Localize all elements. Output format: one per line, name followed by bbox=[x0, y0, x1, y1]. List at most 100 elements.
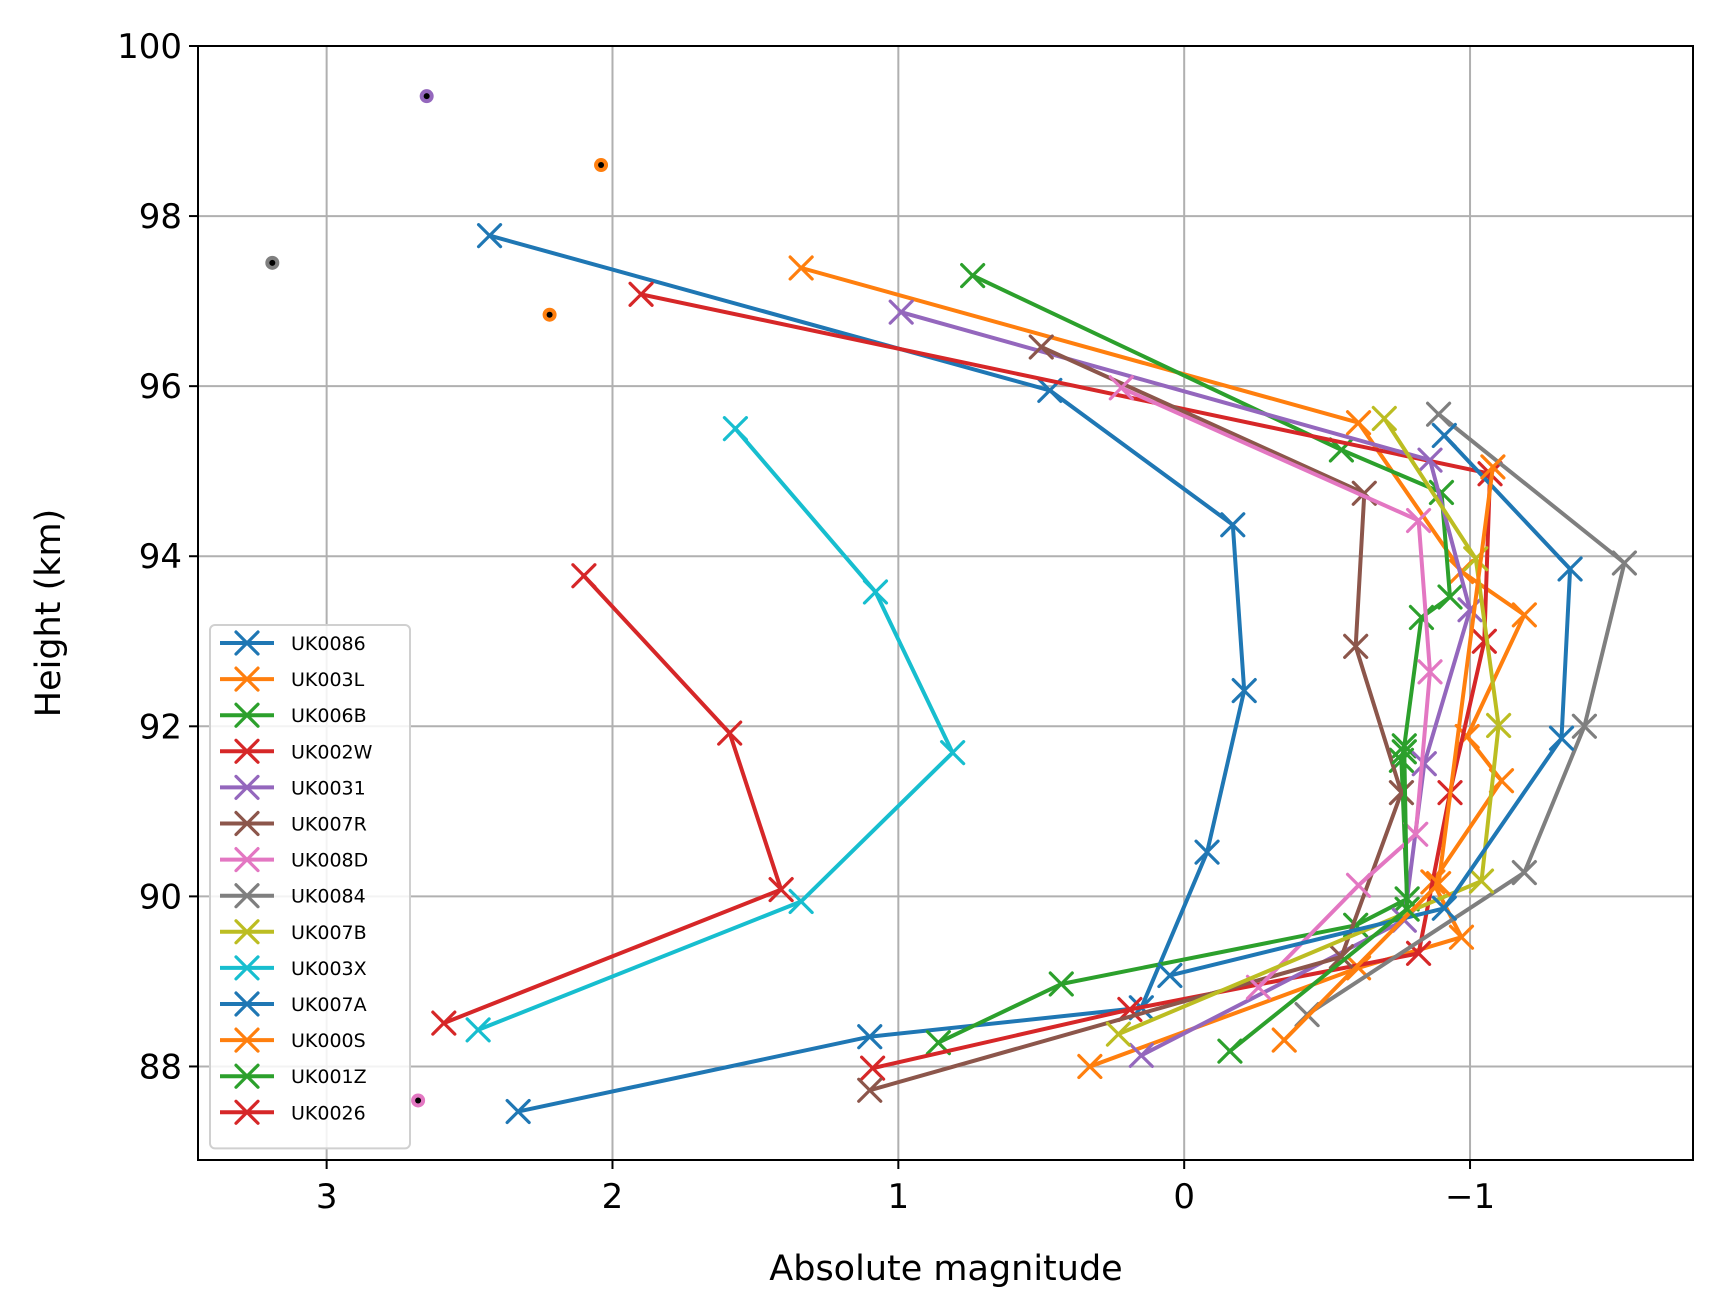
legend-entry: UK008D bbox=[220, 846, 368, 873]
data-point bbox=[1428, 479, 1455, 506]
data-point bbox=[1217, 1038, 1243, 1064]
data-point bbox=[1048, 971, 1074, 997]
legend-entry: UK002W bbox=[220, 738, 373, 764]
legend-entry: UK0026 bbox=[220, 1099, 366, 1125]
legend-label: UK008D bbox=[291, 850, 368, 872]
data-point bbox=[1128, 1042, 1154, 1069]
legend-marker bbox=[234, 738, 260, 764]
isolated-point-center bbox=[598, 162, 605, 169]
data-point bbox=[1271, 1027, 1297, 1053]
data-point bbox=[1480, 454, 1506, 480]
x-tick-label: 0 bbox=[1173, 1177, 1195, 1217]
data-point bbox=[1417, 447, 1443, 473]
data-point bbox=[1511, 859, 1537, 886]
data-point bbox=[628, 281, 654, 307]
y-tick-label: 88 bbox=[139, 1047, 182, 1087]
data-point bbox=[1471, 628, 1497, 654]
data-point bbox=[1328, 944, 1355, 970]
data-point bbox=[1511, 602, 1537, 628]
data-point bbox=[1437, 584, 1463, 610]
data-point bbox=[717, 720, 743, 746]
series-line-uk002w bbox=[638, 291, 1492, 1071]
data-point bbox=[1194, 839, 1220, 865]
data-point bbox=[1105, 1021, 1132, 1047]
data-point bbox=[1425, 871, 1452, 897]
data-point bbox=[1371, 405, 1397, 432]
data-point bbox=[1231, 677, 1257, 704]
data-point bbox=[722, 416, 748, 442]
legend-marker bbox=[234, 666, 260, 692]
y-tick-label: 100 bbox=[117, 27, 182, 67]
data-point bbox=[1405, 507, 1432, 534]
data-point bbox=[1548, 725, 1575, 751]
data-point bbox=[857, 1077, 883, 1103]
legend-marker bbox=[234, 810, 260, 837]
data-point bbox=[940, 740, 966, 766]
data-point bbox=[1611, 550, 1637, 576]
legend-marker bbox=[234, 1063, 260, 1089]
axes: 3 2 1 0 −1 88 90 92 94 96 98 100 bbox=[117, 27, 1694, 1217]
data-point bbox=[1220, 512, 1246, 538]
data-point bbox=[1077, 1053, 1103, 1080]
data-point bbox=[1431, 895, 1457, 921]
series-line-uk0086 bbox=[487, 233, 1247, 1114]
data-point bbox=[860, 1055, 886, 1081]
data-point bbox=[788, 888, 814, 915]
legend-marker bbox=[234, 883, 260, 909]
data-point bbox=[768, 876, 794, 903]
series-line-uk003l bbox=[798, 265, 1527, 1070]
legend-marker bbox=[234, 702, 260, 728]
data-point bbox=[1028, 334, 1054, 360]
series-line-uk007a bbox=[1167, 432, 1573, 978]
legend-marker bbox=[234, 955, 260, 981]
data-point bbox=[1388, 780, 1415, 806]
data-point bbox=[1157, 962, 1183, 989]
legend-marker bbox=[234, 991, 260, 1017]
isolated-point-center bbox=[423, 93, 430, 100]
data-point bbox=[1486, 712, 1512, 739]
data-point bbox=[1408, 604, 1435, 631]
data-point bbox=[1394, 896, 1420, 922]
legend-label: UK002W bbox=[291, 741, 373, 763]
legend-marker bbox=[234, 919, 260, 945]
legend-entry: UK0086 bbox=[220, 630, 366, 656]
y-tick-label: 90 bbox=[139, 877, 182, 917]
series-line-uk0026 bbox=[441, 572, 784, 1026]
data-point bbox=[857, 1024, 883, 1050]
data-point bbox=[1411, 751, 1437, 777]
legend-label: UK0026 bbox=[291, 1102, 366, 1124]
data-point bbox=[571, 563, 597, 589]
data-point bbox=[1425, 401, 1452, 427]
data-point bbox=[1468, 868, 1495, 894]
y-tick-label: 92 bbox=[139, 707, 182, 747]
legend-label: UK003X bbox=[291, 958, 367, 980]
legend-entry: UK003L bbox=[220, 666, 365, 692]
data-point bbox=[1557, 556, 1583, 582]
legend-marker bbox=[234, 1027, 260, 1053]
data-point bbox=[1391, 733, 1417, 759]
isolated-point-center bbox=[546, 311, 553, 318]
legend: UK0086 UK003L UK006B UK002W UK0031 UK007R UK00… bbox=[209, 624, 411, 1150]
legend-entry: UK0031 bbox=[220, 774, 366, 801]
legend-label: UK0086 bbox=[291, 633, 366, 655]
plot-area bbox=[265, 89, 1637, 1125]
data-point bbox=[1417, 659, 1443, 685]
data-point bbox=[1431, 422, 1457, 449]
data-point bbox=[888, 299, 914, 325]
legend-box bbox=[209, 624, 411, 1150]
legend-label: UK001Z bbox=[291, 1066, 367, 1088]
legend-entry: UK003X bbox=[220, 955, 367, 981]
legend-label: UK007R bbox=[291, 814, 367, 836]
y-tick-label: 94 bbox=[139, 537, 182, 577]
x-axis-label: Absolute magnitude bbox=[769, 1249, 1122, 1289]
legend-entry: UK000S bbox=[220, 1027, 366, 1053]
data-point bbox=[1457, 597, 1483, 623]
x-tick-label: 3 bbox=[316, 1177, 338, 1217]
legend-entry: UK006B bbox=[220, 702, 367, 728]
y-axis-label: Height (km) bbox=[29, 509, 69, 718]
legend-label: UK007A bbox=[291, 994, 367, 1016]
data-point bbox=[1108, 375, 1134, 401]
legend-entry: UK007A bbox=[220, 991, 367, 1017]
